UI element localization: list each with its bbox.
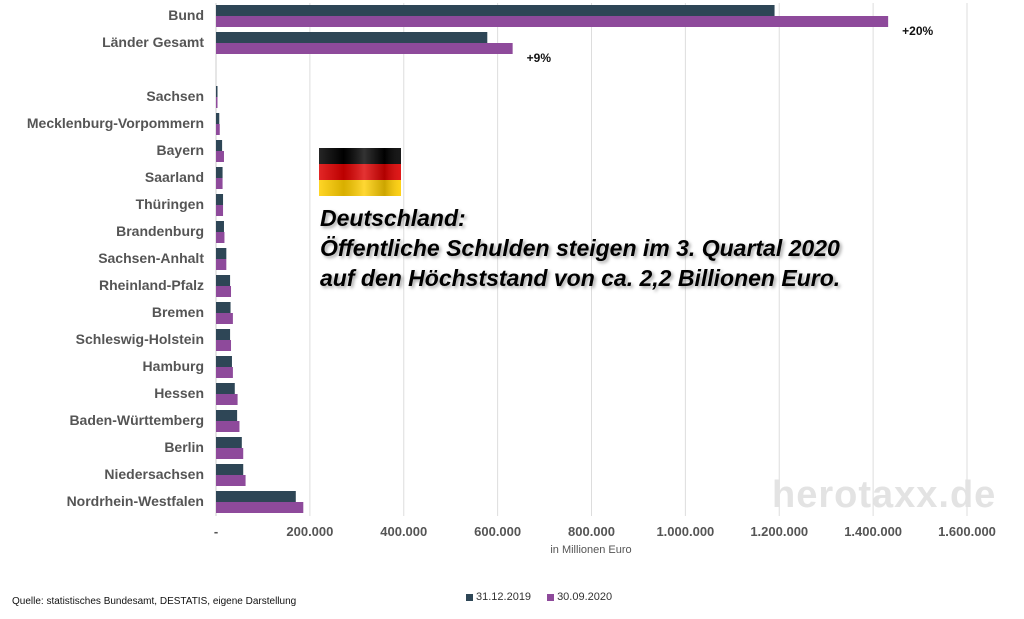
bar-2020 [216,178,223,189]
category-label: Nordrhein-Westfalen [67,493,204,509]
germany-flag-icon [319,148,401,196]
bar-2020 [216,124,220,135]
bar-2019 [216,329,231,340]
bar-2019 [216,383,235,394]
legend-label: 31.12.2019 [476,591,532,603]
category-label: Niedersachsen [104,466,204,482]
bar-2019 [216,86,218,97]
bar-2019 [216,167,223,178]
headline: Deutschland: Öffentliche Schulden steige… [320,203,840,293]
bar-2020 [216,394,238,405]
bar-2020 [216,259,227,270]
bar-2019 [216,32,488,43]
bar-2019 [216,140,223,151]
bar-annotation: +20% [902,24,933,38]
bar-2019 [216,302,231,313]
x-tick-label: 1.600.000 [938,524,996,539]
bar-2020 [216,502,304,513]
category-label: Hessen [154,385,204,401]
legend: 31.12.2019 30.09.2020 [466,591,612,603]
headline-line-3: auf den Höchststand von ca. 2,2 Billione… [320,265,841,291]
category-label: Sachsen-Anhalt [98,250,204,266]
legend-swatch [547,593,555,601]
bar-2020 [216,97,218,108]
bar-2020 [216,232,225,243]
x-tick-label: 800.000 [568,524,615,539]
bar-2019 [216,275,231,286]
category-label: Baden-Württemberg [69,412,204,428]
category-label: Brandenburg [116,223,204,239]
bar-2019 [216,356,232,367]
bar-2020 [216,43,513,54]
category-label: Berlin [164,439,204,455]
bar-2020 [216,286,232,297]
bar-2019 [216,113,220,124]
category-label: Mecklenburg-Vorpommern [27,115,204,131]
x-axis-title: in Millionen Euro [550,544,631,556]
bar-2020 [216,205,224,216]
headline-line-2: Öffentliche Schulden steigen im 3. Quart… [320,235,840,261]
legend-label: 30.09.2020 [557,591,613,603]
category-label: Hamburg [143,358,204,374]
bar-2019 [216,5,775,16]
bar-annotation: +9% [527,51,552,65]
annotations: +20% +9% [527,24,934,65]
bar-2019 [216,221,224,232]
x-tick-label: 600.000 [474,524,521,539]
category-label: Bremen [152,304,204,320]
category-label: Sachsen [146,88,204,104]
headline-line-1: Deutschland: [320,205,466,231]
bar-2020 [216,421,240,432]
x-tick-label: - [214,524,218,539]
category-label: Schleswig-Holstein [76,331,204,347]
bar-2020 [216,313,233,324]
category-label: Thüringen [136,196,204,212]
bar-2019 [216,464,244,475]
bar-2020 [216,340,232,351]
source-note: Quelle: statistisches Bundesamt, DESTATI… [12,596,297,607]
legend-swatch [466,593,473,601]
category-label: Länder Gesamt [102,34,204,50]
bars [216,5,889,513]
bar-2020 [216,151,224,162]
category-label: Bayern [157,142,204,158]
bar-2019 [216,248,227,259]
x-tick-label: 1.000.000 [656,524,714,539]
x-tick-label: 200.000 [286,524,333,539]
category-label: Saarland [145,169,204,185]
bar-2020 [216,448,244,459]
legend-item-2020: 30.09.2020 [547,591,612,603]
bar-2019 [216,194,224,205]
bar-2020 [216,16,889,27]
x-tick-label: 400.000 [380,524,427,539]
bar-2019 [216,437,242,448]
category-labels: Bund Länder Gesamt Sachsen Mecklenburg-Vorp… [27,7,204,509]
category-label: Bund [168,7,204,23]
x-tick-label: 1.400.000 [844,524,902,539]
x-tick-label: 1.200.000 [750,524,808,539]
bar-2019 [216,410,238,421]
bar-2019 [216,491,296,502]
tick-labels: - 200.000 400.000 600.000 800.000 1.000.000 1.… [214,524,996,539]
bar-chart: Bund Länder Gesamt Sachsen Mecklenburg-Vorp… [27,3,996,556]
watermark: herotaxx.de [772,474,997,516]
category-label: Rheinland-Pfalz [99,277,204,293]
bar-2020 [216,475,246,486]
legend-item-2019: 31.12.2019 [466,591,531,603]
bar-2020 [216,367,233,378]
